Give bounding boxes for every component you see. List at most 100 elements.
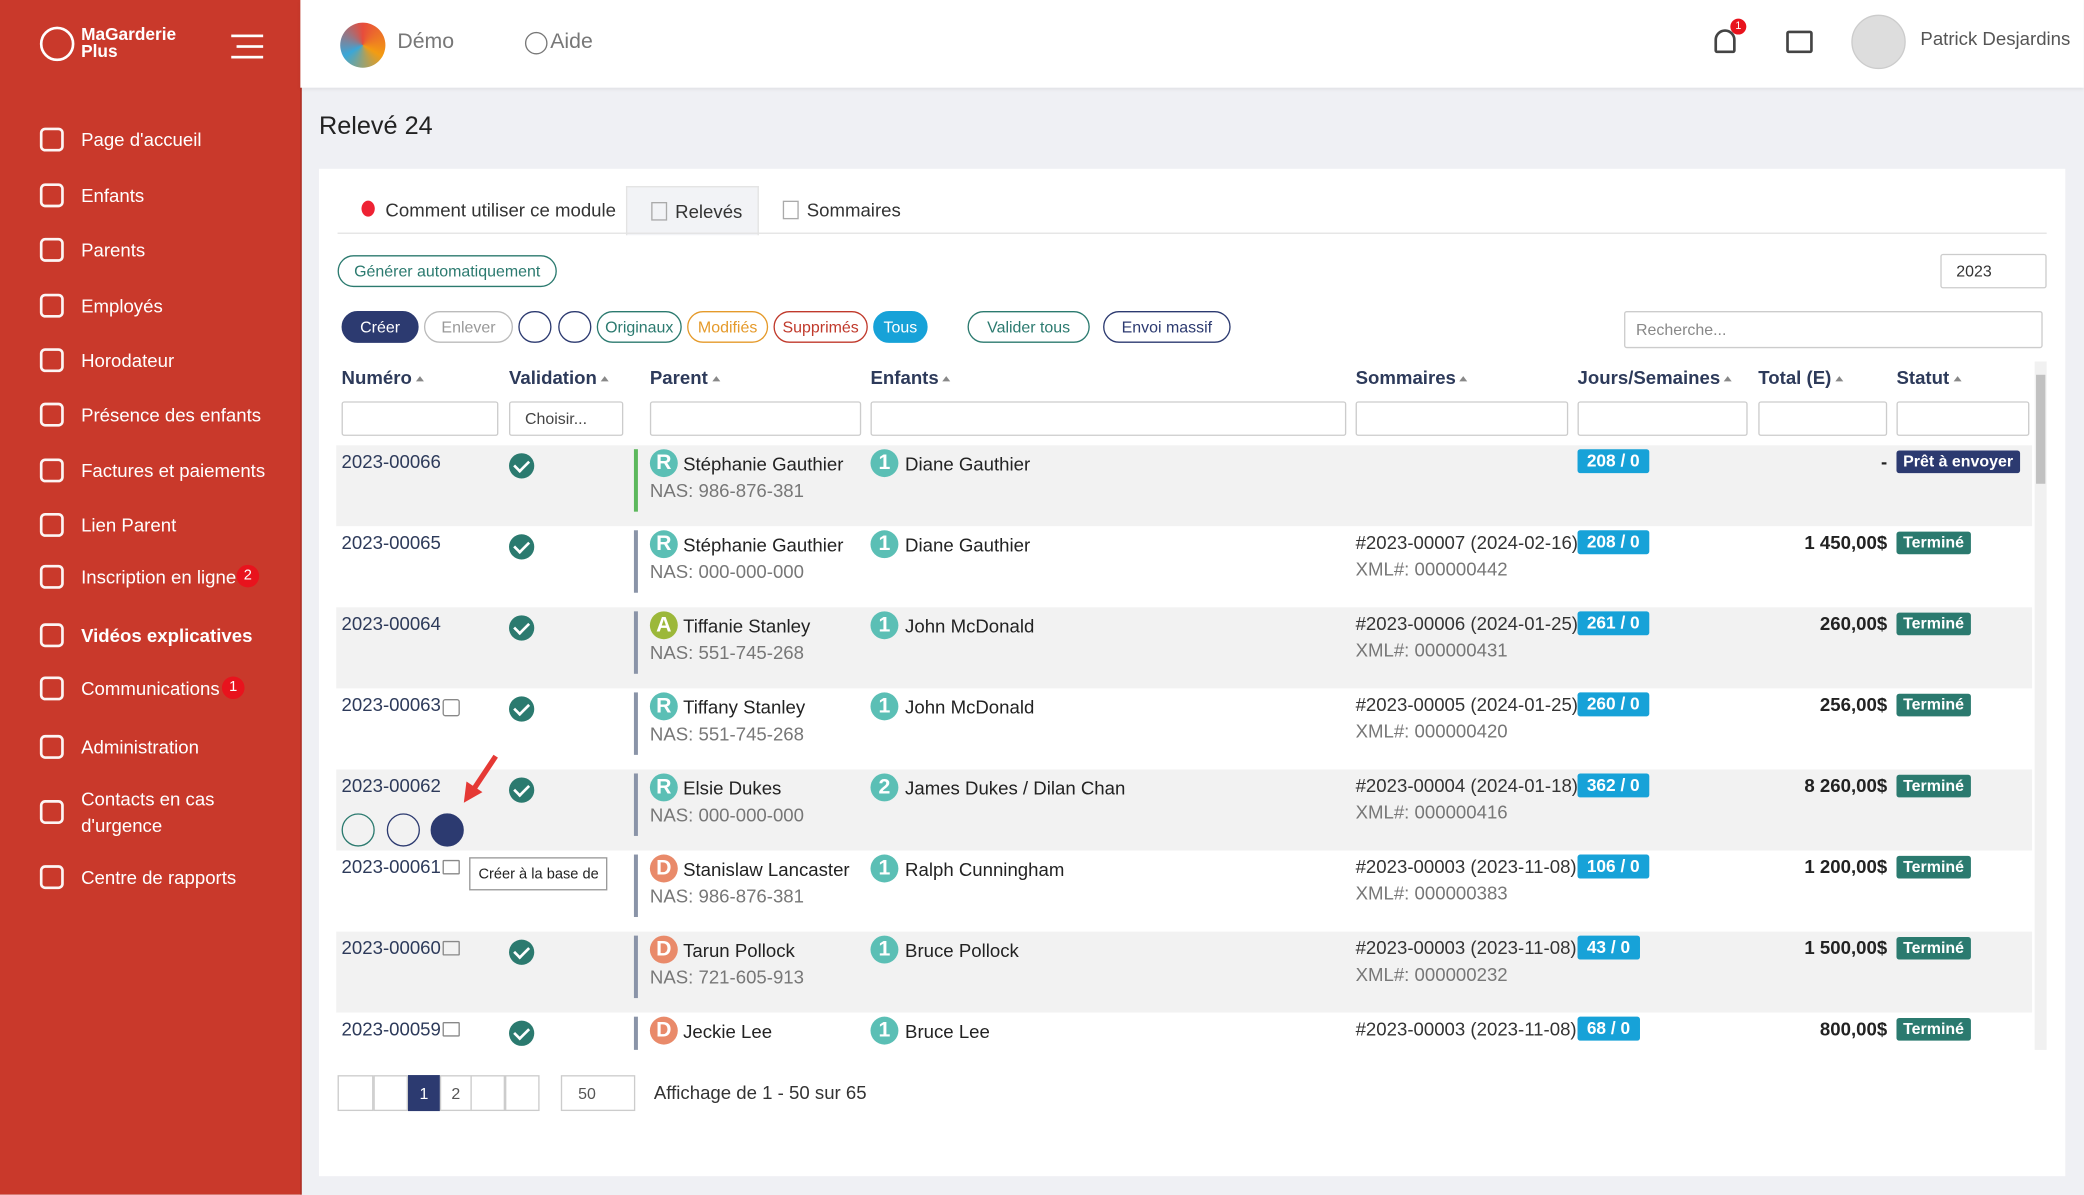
column-header[interactable]: Total (E)	[1758, 366, 1844, 389]
tab[interactable]: Relevés	[625, 186, 759, 236]
sort-icon	[600, 376, 609, 382]
bell[interactable]	[1714, 29, 1736, 54]
page-nav[interactable]	[337, 1075, 374, 1112]
toolbar-button[interactable]: Enlever	[423, 310, 513, 343]
column-title: Total (E)	[1758, 366, 1832, 389]
status: Terminé	[1896, 612, 1971, 636]
toolbar-button[interactable]: Originaux	[596, 310, 682, 343]
year-select[interactable]: 2023	[1940, 253, 2047, 289]
toolbar-button[interactable]: Supprimés	[773, 310, 868, 343]
nav-icon	[39, 458, 64, 483]
nav-item[interactable]: Vidéos explicatives	[0, 611, 300, 659]
nav-item[interactable]: Lien Parent	[0, 501, 300, 549]
sommaire[interactable]: #2023-00005 (2024-01-25)	[1355, 693, 1579, 716]
column-header[interactable]: Enfants	[870, 367, 951, 388]
sommaire[interactable]: #2023-00007 (2024-02-16)	[1355, 531, 1579, 553]
parent-name[interactable]: Stanislaw Lancaster	[683, 858, 850, 880]
org-logo	[340, 22, 386, 68]
parent-name[interactable]: Stéphanie Gauthier	[683, 534, 844, 556]
nav-item[interactable]: Enfants	[0, 171, 300, 219]
parent-name[interactable]: Jeckie Lee	[683, 1020, 773, 1042]
user-name[interactable]: Patrick Desjardins	[1920, 27, 2071, 50]
page-button[interactable]: 2	[439, 1075, 472, 1112]
children: Bruce Lee	[905, 1020, 990, 1042]
edit-button[interactable]	[341, 813, 375, 847]
toolbar-button[interactable]: Créer	[341, 310, 419, 343]
filter-input[interactable]	[1896, 401, 2030, 436]
children: Ralph Cunningham	[905, 858, 1065, 880]
menu-toggle[interactable]	[231, 34, 264, 59]
column-header[interactable]: Numéro	[342, 367, 424, 388]
filter-input[interactable]	[870, 401, 1347, 436]
children: Diane Gauthier	[905, 453, 1031, 475]
create-link-button[interactable]	[430, 813, 464, 847]
per-page-select[interactable]: 50	[560, 1075, 636, 1112]
numero[interactable]: 2023-00062	[341, 774, 441, 797]
sommaire[interactable]: #2023-00003 (2023-11-08)	[1355, 936, 1577, 959]
nav-item[interactable]: Page d'accueil	[0, 116, 300, 164]
page-nav[interactable]	[470, 1075, 506, 1112]
numero[interactable]: 2023-00063	[341, 693, 441, 716]
numero[interactable]: 2023-00064	[341, 612, 441, 634]
parent-nas: NAS: 551-745-268	[649, 722, 805, 745]
org-menu[interactable]: Démo	[397, 30, 455, 54]
numero[interactable]: 2023-00061	[341, 855, 441, 878]
nav-item[interactable]: Administration	[0, 723, 300, 771]
filter-input[interactable]	[1758, 401, 1888, 436]
parent-name[interactable]: Tarun Pollock	[683, 939, 795, 961]
search-input[interactable]: Recherche...	[1624, 310, 2043, 349]
messages[interactable]	[1786, 30, 1813, 54]
toolbar-button[interactable]: Valider tous	[967, 310, 1090, 343]
filter-input[interactable]	[341, 401, 499, 436]
nav-item[interactable]: Parents	[0, 226, 300, 274]
toolbar-button[interactable]: Envoi massif	[1103, 310, 1231, 343]
parent-name[interactable]: Elsie Dukes	[683, 777, 782, 799]
filter-input[interactable]	[1355, 401, 1569, 436]
numero[interactable]: 2023-00065	[341, 531, 441, 553]
page-button[interactable]: 1	[408, 1075, 440, 1112]
column-header[interactable]: Statut	[1896, 366, 1962, 389]
sommaire[interactable]: #2023-00004 (2024-01-18)	[1355, 774, 1579, 797]
numero[interactable]: 2023-00059	[341, 1018, 441, 1040]
sommaire[interactable]: #2023-00003 (2023-11-08)	[1355, 1018, 1577, 1040]
page-nav[interactable]	[373, 1075, 409, 1112]
sommaire[interactable]: #2023-00003 (2023-11-08)	[1355, 855, 1577, 878]
nav-item[interactable]: Centre de rapports	[0, 853, 300, 901]
nav-item[interactable]: Factures et paiements	[0, 447, 300, 495]
column-title: Statut	[1896, 366, 1950, 389]
toolbar-button[interactable]: Modifiés	[687, 310, 769, 343]
nav-icon	[39, 676, 64, 701]
parent-border	[633, 530, 638, 593]
nav-item[interactable]: Inscription en ligne 2	[0, 553, 300, 601]
nav-item[interactable]: Employés	[0, 282, 300, 330]
generate-button[interactable]: Générer automatiquement	[337, 255, 557, 288]
filter-select[interactable]: Choisir...	[509, 401, 624, 436]
arrow-line	[469, 754, 498, 794]
sommaire[interactable]: #2023-00006 (2024-01-25)	[1355, 612, 1579, 634]
column-header[interactable]: Jours/Semaines	[1578, 367, 1733, 388]
help-menu[interactable]: Aide	[550, 30, 593, 54]
column-header[interactable]: Validation	[509, 367, 609, 388]
refresh-button[interactable]	[518, 310, 552, 343]
page-nav[interactable]	[505, 1075, 540, 1112]
filter-input[interactable]	[1577, 401, 1748, 436]
numero[interactable]: 2023-00060	[341, 936, 441, 959]
numero[interactable]: 2023-00066	[341, 450, 441, 472]
toolbar-button[interactable]: Tous	[873, 310, 928, 343]
more-button[interactable]	[558, 310, 592, 343]
topbar: Démo Aide 1 Patrick Desjardins	[300, 0, 2084, 88]
validated-icon	[509, 453, 535, 479]
nav-item[interactable]: Communications 1	[0, 665, 300, 713]
parent-name[interactable]: Stéphanie Gauthier	[683, 453, 844, 475]
tab[interactable]: Comment utiliser ce module	[338, 186, 622, 234]
parent-name[interactable]: Tiffanie Stanley	[683, 615, 811, 637]
nav-item[interactable]: Présence des enfants	[0, 391, 300, 439]
nav-item[interactable]: Contacts en cas d'urgence	[0, 788, 300, 836]
tab[interactable]: Sommaires	[759, 186, 912, 234]
parent-name[interactable]: Tiffany Stanley	[683, 696, 806, 718]
column-header[interactable]: Sommaires	[1356, 367, 1468, 388]
filter-input[interactable]	[649, 401, 862, 436]
copy-button[interactable]	[386, 813, 420, 847]
nav-item[interactable]: Horodateur	[0, 336, 300, 384]
column-header[interactable]: Parent	[650, 367, 720, 388]
